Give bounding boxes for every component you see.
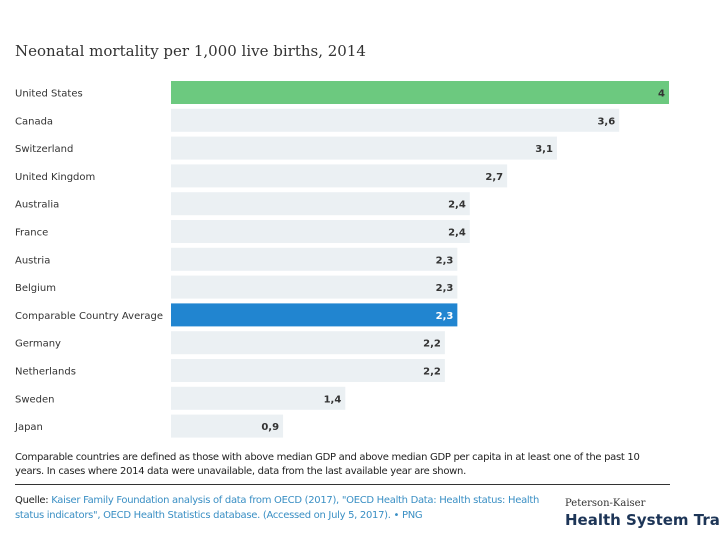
category-label: Comparable Country Average <box>15 311 163 322</box>
category-label: Netherlands <box>15 367 76 378</box>
chart-title: Neonatal mortality per 1,000 live births… <box>15 42 366 60</box>
logo: Peterson-Kaiser Health System Tracker <box>565 498 720 529</box>
bar <box>171 359 445 382</box>
category-label: Belgium <box>15 283 56 294</box>
category-label: United Kingdom <box>15 172 95 183</box>
category-label: Switzerland <box>15 144 73 155</box>
bar-chart: United States 4 Canada 3,6 Switzerland 3,1 Uni… <box>14 81 669 438</box>
category-label: Japan <box>14 422 43 433</box>
value-label: 3,1 <box>535 144 553 155</box>
bar <box>171 81 669 104</box>
bar <box>171 108 620 132</box>
png-download-link[interactable]: PNG <box>402 510 423 521</box>
bar <box>171 414 284 438</box>
logo-small: Peterson-Kaiser <box>565 498 646 509</box>
category-label: Austria <box>15 255 50 266</box>
bar <box>171 164 508 188</box>
bar <box>171 331 445 355</box>
source-citation: Quelle: Kaiser Family Foundation analysi… <box>15 493 560 523</box>
separator: • <box>390 510 402 521</box>
value-label: 4 <box>658 89 665 100</box>
value-label: 0,9 <box>261 422 279 433</box>
bar <box>171 192 470 216</box>
category-label: Australia <box>15 200 59 211</box>
source-link[interactable]: Kaiser Family Foundation analysis of dat… <box>15 495 540 521</box>
value-label: 2,4 <box>448 200 466 211</box>
value-label: 2,4 <box>448 228 466 239</box>
value-label: 2,7 <box>485 172 503 183</box>
value-label: 1,4 <box>324 394 342 405</box>
category-label: United States <box>15 89 83 100</box>
value-label: 2,3 <box>436 311 454 322</box>
bar <box>171 247 458 271</box>
chart-note: Comparable countries are defined as thos… <box>15 452 640 477</box>
bar <box>171 303 458 327</box>
bar <box>171 275 458 299</box>
value-label: 2,3 <box>436 255 454 266</box>
source-label: Quelle: <box>15 495 49 506</box>
value-label: 2,2 <box>423 367 441 378</box>
bar <box>171 136 557 160</box>
category-label: Canada <box>15 116 53 127</box>
category-label: Germany <box>15 339 61 350</box>
divider <box>15 484 670 485</box>
value-label: 2,3 <box>436 283 454 294</box>
value-label: 3,6 <box>597 116 615 127</box>
category-label: France <box>15 228 48 239</box>
bar <box>171 386 346 410</box>
value-label: 2,2 <box>423 339 441 350</box>
logo-big: Health System Tracker <box>565 511 720 529</box>
bar <box>171 220 470 243</box>
category-label: Sweden <box>15 394 55 405</box>
